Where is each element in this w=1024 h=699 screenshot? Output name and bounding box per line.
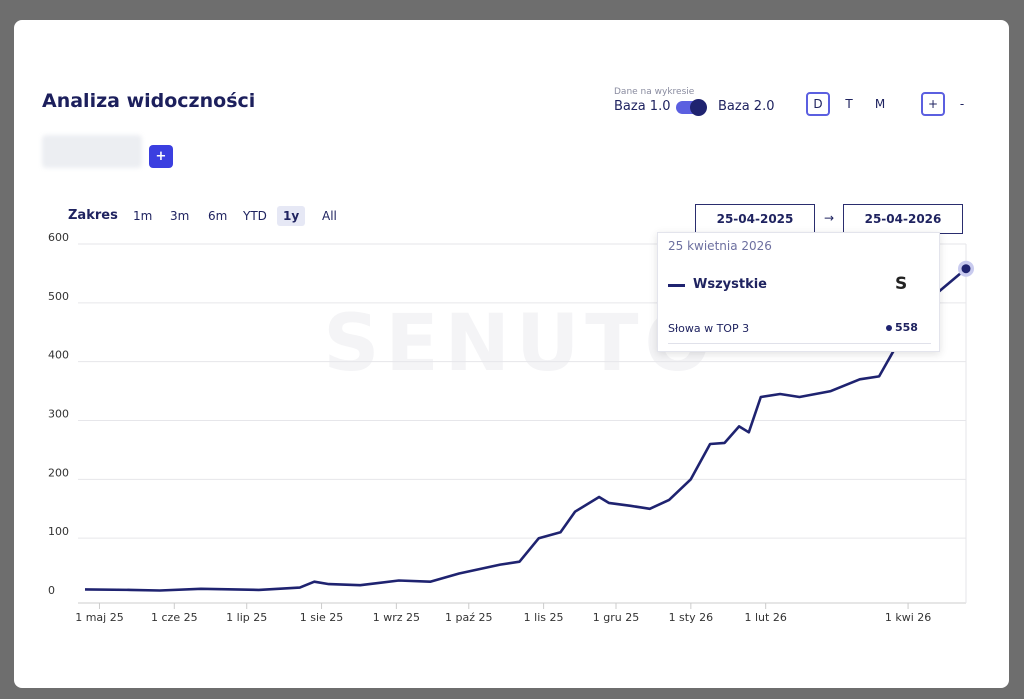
legend-swatch [668, 284, 685, 287]
y-tick-label: 600 [48, 231, 69, 244]
add-button[interactable]: + [149, 145, 173, 168]
range-option[interactable]: All [322, 209, 337, 223]
legend-label: Wszystkie [693, 277, 767, 292]
x-tick-label: 1 maj 25 [75, 611, 124, 624]
range-option[interactable]: 3m [170, 209, 190, 223]
y-tick-label: 400 [48, 349, 69, 362]
brand-icon: S [895, 274, 908, 294]
x-tick-label: 1 lip 25 [226, 611, 267, 624]
x-tick-label: 1 kwi 26 [885, 611, 931, 624]
x-tick-label: 1 paź 25 [445, 611, 493, 624]
granularity-button[interactable]: M [874, 97, 886, 111]
metric-value: 558 [895, 321, 918, 334]
range-option[interactable]: 1m [133, 209, 153, 223]
watermark: SENUTO [323, 299, 717, 389]
y-tick-label: 500 [48, 290, 69, 303]
range-label: Zakres [68, 208, 118, 223]
y-tick-label: 300 [48, 408, 69, 421]
zoom-out[interactable]: - [959, 97, 965, 111]
x-tick-label: 1 cze 25 [151, 611, 198, 624]
x-tick-label: 1 lis 25 [524, 611, 564, 624]
data-label: Dane na wykresie [614, 87, 695, 97]
range-option[interactable]: YTD [243, 209, 267, 223]
granularity-button[interactable]: T [845, 97, 853, 111]
base-option[interactable]: Baza 2.0 [718, 99, 775, 114]
x-tick-label: 1 wrz 25 [373, 611, 420, 624]
x-tick-label: 1 sie 25 [300, 611, 344, 624]
divider [668, 343, 931, 344]
y-tick-label: 0 [48, 584, 55, 597]
metric-name: Słowa w TOP 3 [668, 322, 750, 335]
x-tick-label: 1 gru 25 [593, 611, 639, 624]
tooltip: 25 kwietnia 2026 Wszystkie S Słowa w TOP… [657, 232, 940, 352]
modal [14, 20, 1009, 688]
x-tick-label: 1 sty 26 [669, 611, 714, 624]
range-option[interactable]: 1y [277, 206, 306, 226]
toggle[interactable] [676, 99, 707, 116]
series-line [84, 267, 967, 592]
arrow: → [824, 211, 835, 225]
granularity-button[interactable]: D [806, 92, 830, 116]
y-tick-label: 100 [48, 525, 69, 538]
base-option[interactable]: Baza 1.0 [614, 99, 671, 114]
hover-point [961, 264, 971, 274]
y-tick-label: 200 [48, 466, 69, 479]
page-title: Analiza widoczności [42, 90, 256, 112]
tooltip-date: 25 kwietnia 2026 [668, 239, 772, 253]
zoom-in[interactable]: + [921, 92, 945, 116]
x-tick-label: 1 lut 26 [744, 611, 786, 624]
metric-dot [886, 325, 892, 331]
blurred-input[interactable] [42, 135, 142, 168]
range-option[interactable]: 6m [208, 209, 228, 223]
